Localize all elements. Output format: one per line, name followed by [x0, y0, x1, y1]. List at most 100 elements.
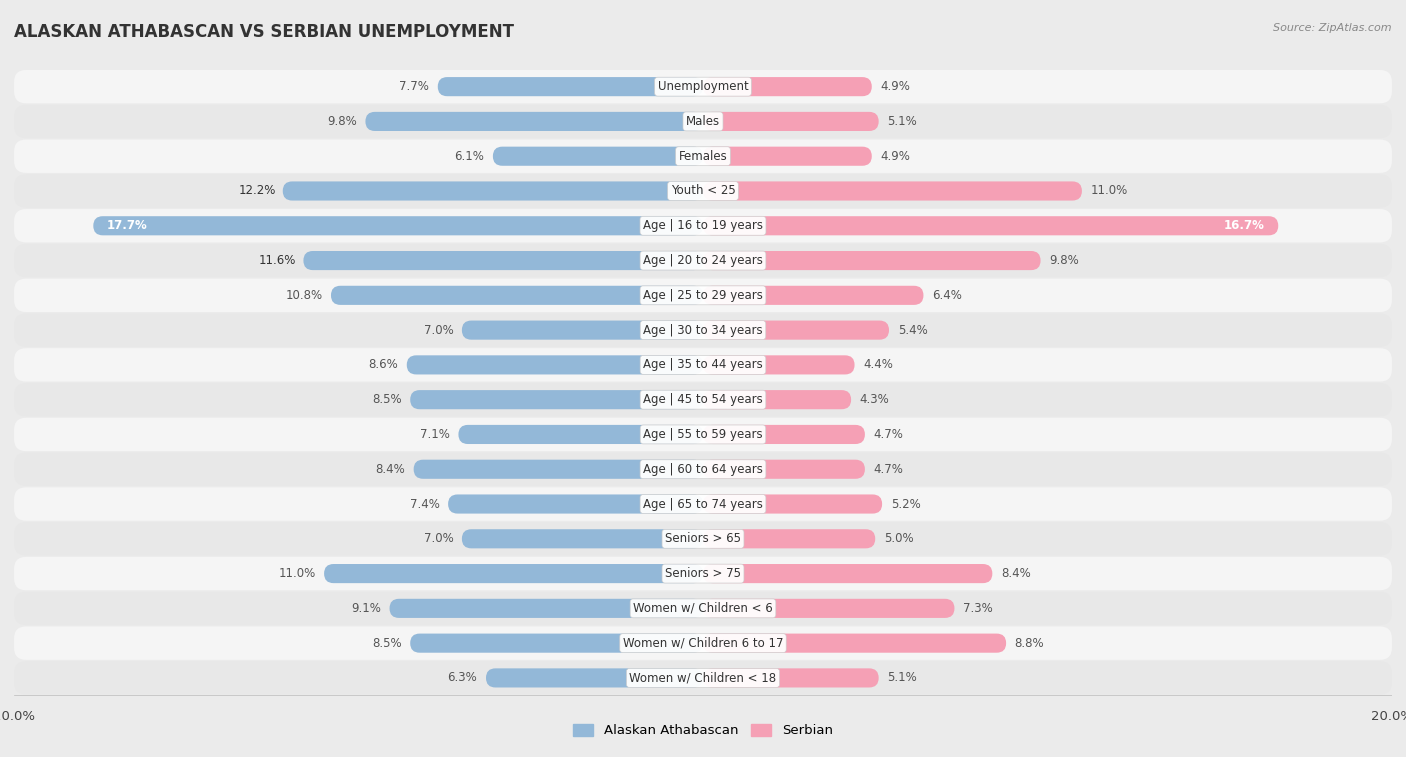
FancyBboxPatch shape — [703, 77, 872, 96]
FancyBboxPatch shape — [389, 599, 703, 618]
Text: Age | 45 to 54 years: Age | 45 to 54 years — [643, 393, 763, 407]
Text: 6.3%: 6.3% — [447, 671, 478, 684]
FancyBboxPatch shape — [14, 522, 1392, 556]
FancyBboxPatch shape — [703, 459, 865, 479]
FancyBboxPatch shape — [14, 488, 1392, 521]
Text: ALASKAN ATHABASCAN VS SERBIAN UNEMPLOYMENT: ALASKAN ATHABASCAN VS SERBIAN UNEMPLOYME… — [14, 23, 515, 41]
Text: 5.0%: 5.0% — [884, 532, 914, 545]
FancyBboxPatch shape — [330, 285, 703, 305]
FancyBboxPatch shape — [703, 285, 924, 305]
FancyBboxPatch shape — [703, 425, 865, 444]
Text: Unemployment: Unemployment — [658, 80, 748, 93]
FancyBboxPatch shape — [703, 112, 879, 131]
Text: 7.4%: 7.4% — [409, 497, 440, 510]
Text: Age | 65 to 74 years: Age | 65 to 74 years — [643, 497, 763, 510]
Text: 7.7%: 7.7% — [399, 80, 429, 93]
FancyBboxPatch shape — [14, 592, 1392, 625]
FancyBboxPatch shape — [703, 564, 993, 583]
Text: 5.1%: 5.1% — [887, 671, 917, 684]
Text: 4.9%: 4.9% — [880, 150, 910, 163]
Text: 4.3%: 4.3% — [859, 393, 890, 407]
FancyBboxPatch shape — [486, 668, 703, 687]
Text: 8.4%: 8.4% — [1001, 567, 1031, 580]
Text: Age | 60 to 64 years: Age | 60 to 64 years — [643, 463, 763, 475]
FancyBboxPatch shape — [411, 390, 703, 410]
FancyBboxPatch shape — [703, 634, 1007, 653]
Text: 5.4%: 5.4% — [897, 323, 928, 337]
Text: 17.7%: 17.7% — [107, 220, 148, 232]
FancyBboxPatch shape — [703, 251, 1040, 270]
Text: 8.6%: 8.6% — [368, 358, 398, 372]
FancyBboxPatch shape — [14, 557, 1392, 590]
Text: Seniors > 75: Seniors > 75 — [665, 567, 741, 580]
Text: 8.5%: 8.5% — [373, 393, 402, 407]
Text: 9.8%: 9.8% — [328, 115, 357, 128]
FancyBboxPatch shape — [93, 217, 703, 235]
Text: Age | 35 to 44 years: Age | 35 to 44 years — [643, 358, 763, 372]
FancyBboxPatch shape — [14, 244, 1392, 277]
Text: 11.6%: 11.6% — [259, 254, 297, 267]
Text: Women w/ Children < 18: Women w/ Children < 18 — [630, 671, 776, 684]
Text: 4.7%: 4.7% — [873, 428, 904, 441]
FancyBboxPatch shape — [703, 599, 955, 618]
Text: 7.0%: 7.0% — [423, 532, 453, 545]
FancyBboxPatch shape — [366, 112, 703, 131]
FancyBboxPatch shape — [458, 425, 703, 444]
Text: 11.0%: 11.0% — [278, 567, 315, 580]
Text: Age | 20 to 24 years: Age | 20 to 24 years — [643, 254, 763, 267]
FancyBboxPatch shape — [461, 529, 703, 548]
Text: Women w/ Children 6 to 17: Women w/ Children 6 to 17 — [623, 637, 783, 650]
FancyBboxPatch shape — [304, 251, 703, 270]
Text: 7.1%: 7.1% — [420, 428, 450, 441]
Text: 4.7%: 4.7% — [873, 463, 904, 475]
Text: 10.8%: 10.8% — [285, 289, 322, 302]
FancyBboxPatch shape — [14, 661, 1392, 695]
Text: 12.2%: 12.2% — [239, 185, 276, 198]
FancyBboxPatch shape — [703, 668, 879, 687]
Text: 9.1%: 9.1% — [352, 602, 381, 615]
FancyBboxPatch shape — [703, 147, 872, 166]
FancyBboxPatch shape — [14, 70, 1392, 104]
Text: Age | 30 to 34 years: Age | 30 to 34 years — [643, 323, 763, 337]
FancyBboxPatch shape — [703, 355, 855, 375]
FancyBboxPatch shape — [703, 182, 1083, 201]
FancyBboxPatch shape — [14, 348, 1392, 382]
Text: 16.7%: 16.7% — [1223, 220, 1264, 232]
Text: Males: Males — [686, 115, 720, 128]
Text: 11.0%: 11.0% — [1091, 185, 1128, 198]
FancyBboxPatch shape — [283, 182, 703, 201]
Text: 4.9%: 4.9% — [880, 80, 910, 93]
FancyBboxPatch shape — [703, 320, 889, 340]
Text: 6.1%: 6.1% — [454, 150, 484, 163]
FancyBboxPatch shape — [703, 494, 882, 513]
FancyBboxPatch shape — [14, 209, 1392, 242]
FancyBboxPatch shape — [411, 634, 703, 653]
FancyBboxPatch shape — [437, 77, 703, 96]
Legend: Alaskan Athabascan, Serbian: Alaskan Athabascan, Serbian — [568, 718, 838, 743]
Text: 8.5%: 8.5% — [373, 637, 402, 650]
Text: 8.8%: 8.8% — [1015, 637, 1045, 650]
FancyBboxPatch shape — [14, 418, 1392, 451]
FancyBboxPatch shape — [494, 147, 703, 166]
Text: Seniors > 65: Seniors > 65 — [665, 532, 741, 545]
Text: 5.1%: 5.1% — [887, 115, 917, 128]
Text: Age | 25 to 29 years: Age | 25 to 29 years — [643, 289, 763, 302]
FancyBboxPatch shape — [413, 459, 703, 479]
Text: Source: ZipAtlas.com: Source: ZipAtlas.com — [1274, 23, 1392, 33]
FancyBboxPatch shape — [14, 453, 1392, 486]
Text: 8.4%: 8.4% — [375, 463, 405, 475]
Text: 4.4%: 4.4% — [863, 358, 893, 372]
FancyBboxPatch shape — [14, 104, 1392, 138]
FancyBboxPatch shape — [703, 529, 875, 548]
Text: Women w/ Children < 6: Women w/ Children < 6 — [633, 602, 773, 615]
Text: 6.4%: 6.4% — [932, 289, 962, 302]
FancyBboxPatch shape — [703, 390, 851, 410]
FancyBboxPatch shape — [14, 279, 1392, 312]
FancyBboxPatch shape — [14, 139, 1392, 173]
FancyBboxPatch shape — [703, 217, 1278, 235]
FancyBboxPatch shape — [461, 320, 703, 340]
FancyBboxPatch shape — [14, 313, 1392, 347]
Text: Age | 16 to 19 years: Age | 16 to 19 years — [643, 220, 763, 232]
FancyBboxPatch shape — [14, 627, 1392, 660]
FancyBboxPatch shape — [323, 564, 703, 583]
